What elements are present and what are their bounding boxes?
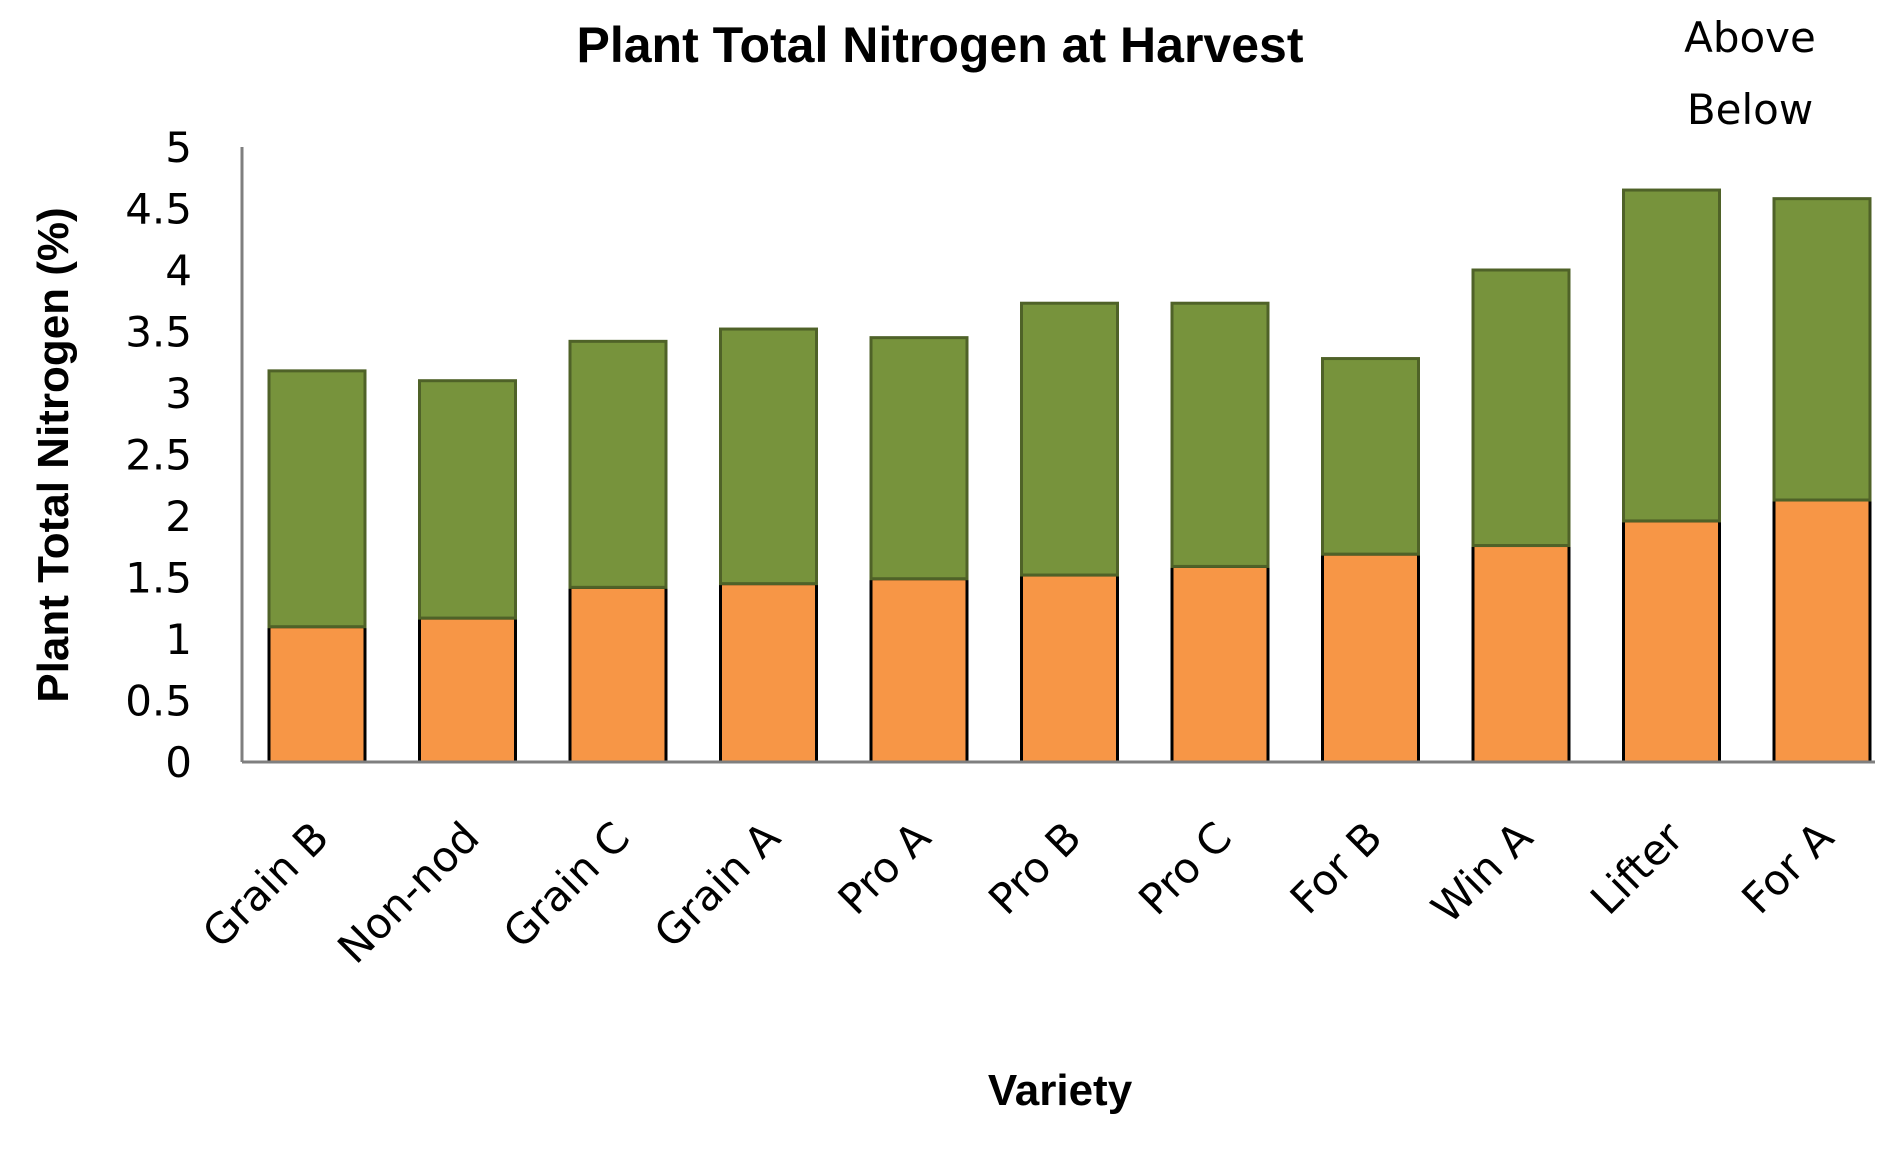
bar-above [267, 369, 367, 629]
x-tick-label: Non-nod [328, 812, 488, 972]
bar-above [1321, 357, 1420, 556]
y-tick-label: 2 [165, 492, 192, 541]
bar-below [719, 582, 818, 764]
bar-above [1020, 301, 1119, 577]
bar-below [568, 585, 668, 764]
bar-below [418, 616, 517, 764]
y-tick-label: 1 [165, 615, 192, 664]
y-tick-label: 3 [165, 369, 192, 418]
y-tick-labels: 0 0.5 1 1.5 2 2.5 3 3.5 4 4.5 5 [125, 123, 192, 787]
y-tick-label: 0 [165, 738, 192, 787]
y-tick-label: 2.5 [125, 431, 192, 480]
bar-below [1622, 519, 1721, 764]
x-axis-title: Variety [988, 1066, 1133, 1115]
y-tick-label: 1.5 [125, 554, 192, 603]
y-tick-label: 4 [165, 246, 192, 295]
y-tick-label: 3.5 [125, 308, 192, 357]
bar-above [1471, 268, 1571, 548]
x-tick-label: For A [1732, 812, 1843, 923]
x-tick-label: Win A [1422, 812, 1542, 932]
bar-below [1020, 573, 1119, 764]
bar-below [1772, 498, 1872, 764]
y-tick-label: 5 [165, 123, 192, 172]
chart-title: Plant Total Nitrogen at Harvest [577, 17, 1304, 73]
bar-above [1622, 188, 1721, 523]
x-tick-label: Pro A [829, 812, 941, 924]
bar-above [1772, 197, 1872, 502]
legend-entry-below: Below [1687, 85, 1813, 134]
y-axis-title: Plant Total Nitrogen (%) [29, 207, 78, 702]
bar-below [869, 577, 969, 764]
x-tick-label: For B [1281, 812, 1392, 923]
x-tick-label: Pro C [1129, 812, 1241, 924]
bar-group [267, 188, 1872, 764]
y-tick-label: 4.5 [125, 185, 192, 234]
bar-above [568, 339, 668, 589]
bar-above [418, 379, 517, 620]
x-tick-label: Pro B [979, 812, 1091, 924]
x-tick-label: Lifter [1581, 812, 1693, 924]
bar-below [1170, 564, 1270, 764]
bar-above [719, 327, 818, 586]
x-tick-label: Grain A [645, 812, 790, 957]
bar-below [267, 625, 367, 764]
legend-entry-above: Above [1684, 13, 1816, 62]
x-tick-label: Grain C [494, 812, 639, 957]
bar-below [1321, 552, 1420, 764]
bar-below [1471, 544, 1571, 764]
bar-above [1170, 301, 1270, 568]
y-tick-label: 0.5 [125, 677, 192, 726]
bar-above [869, 336, 969, 581]
x-tick-label: Grain B [193, 812, 338, 957]
